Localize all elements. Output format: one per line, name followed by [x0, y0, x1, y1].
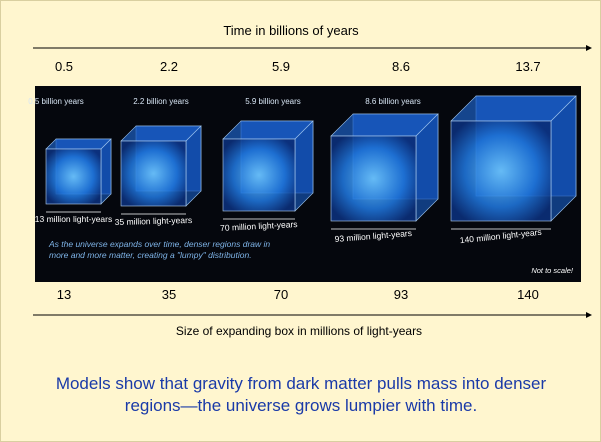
- image-size-label: 13 million light-years: [35, 214, 112, 224]
- time-tick-label: 0.5: [55, 59, 73, 74]
- cube-side: [101, 139, 111, 204]
- cube-front: [451, 121, 551, 221]
- summary-text: Models show that gravity from dark matte…: [51, 373, 551, 417]
- image-note: Not to scale!: [531, 266, 574, 275]
- image-caption: As the universe expands over time, dense…: [49, 239, 289, 261]
- cube-top: [46, 139, 111, 149]
- image-time-label: 5.9 billion years: [245, 97, 301, 106]
- size-axis-title: Size of expanding box in millions of lig…: [176, 324, 422, 338]
- slide: Time in billions of years 0.5 billion ye…: [0, 0, 601, 442]
- time-tick-label: 5.9: [272, 59, 290, 74]
- image-time-label: 8.6 billion years: [365, 97, 421, 106]
- image-time-label: 2.2 billion years: [133, 97, 189, 106]
- cube-front: [331, 136, 416, 221]
- size-tick-label: 70: [274, 287, 288, 302]
- size-tick-label: 35: [162, 287, 176, 302]
- size-tick-label: 140: [517, 287, 539, 302]
- image-size-label: 35 million light-years: [115, 215, 193, 227]
- cube-front: [223, 139, 295, 211]
- image-time-label: 0.5 billion years: [28, 97, 84, 106]
- size-tick-label: 93: [394, 287, 408, 302]
- arrow-head: [586, 312, 592, 318]
- time-tick-label: 13.7: [515, 59, 540, 74]
- time-tick-label: 2.2: [160, 59, 178, 74]
- cube-front: [121, 141, 186, 206]
- arrow-head: [586, 45, 592, 51]
- cube-front: [46, 149, 101, 204]
- size-tick-label: 13: [57, 287, 71, 302]
- time-tick-label: 8.6: [392, 59, 410, 74]
